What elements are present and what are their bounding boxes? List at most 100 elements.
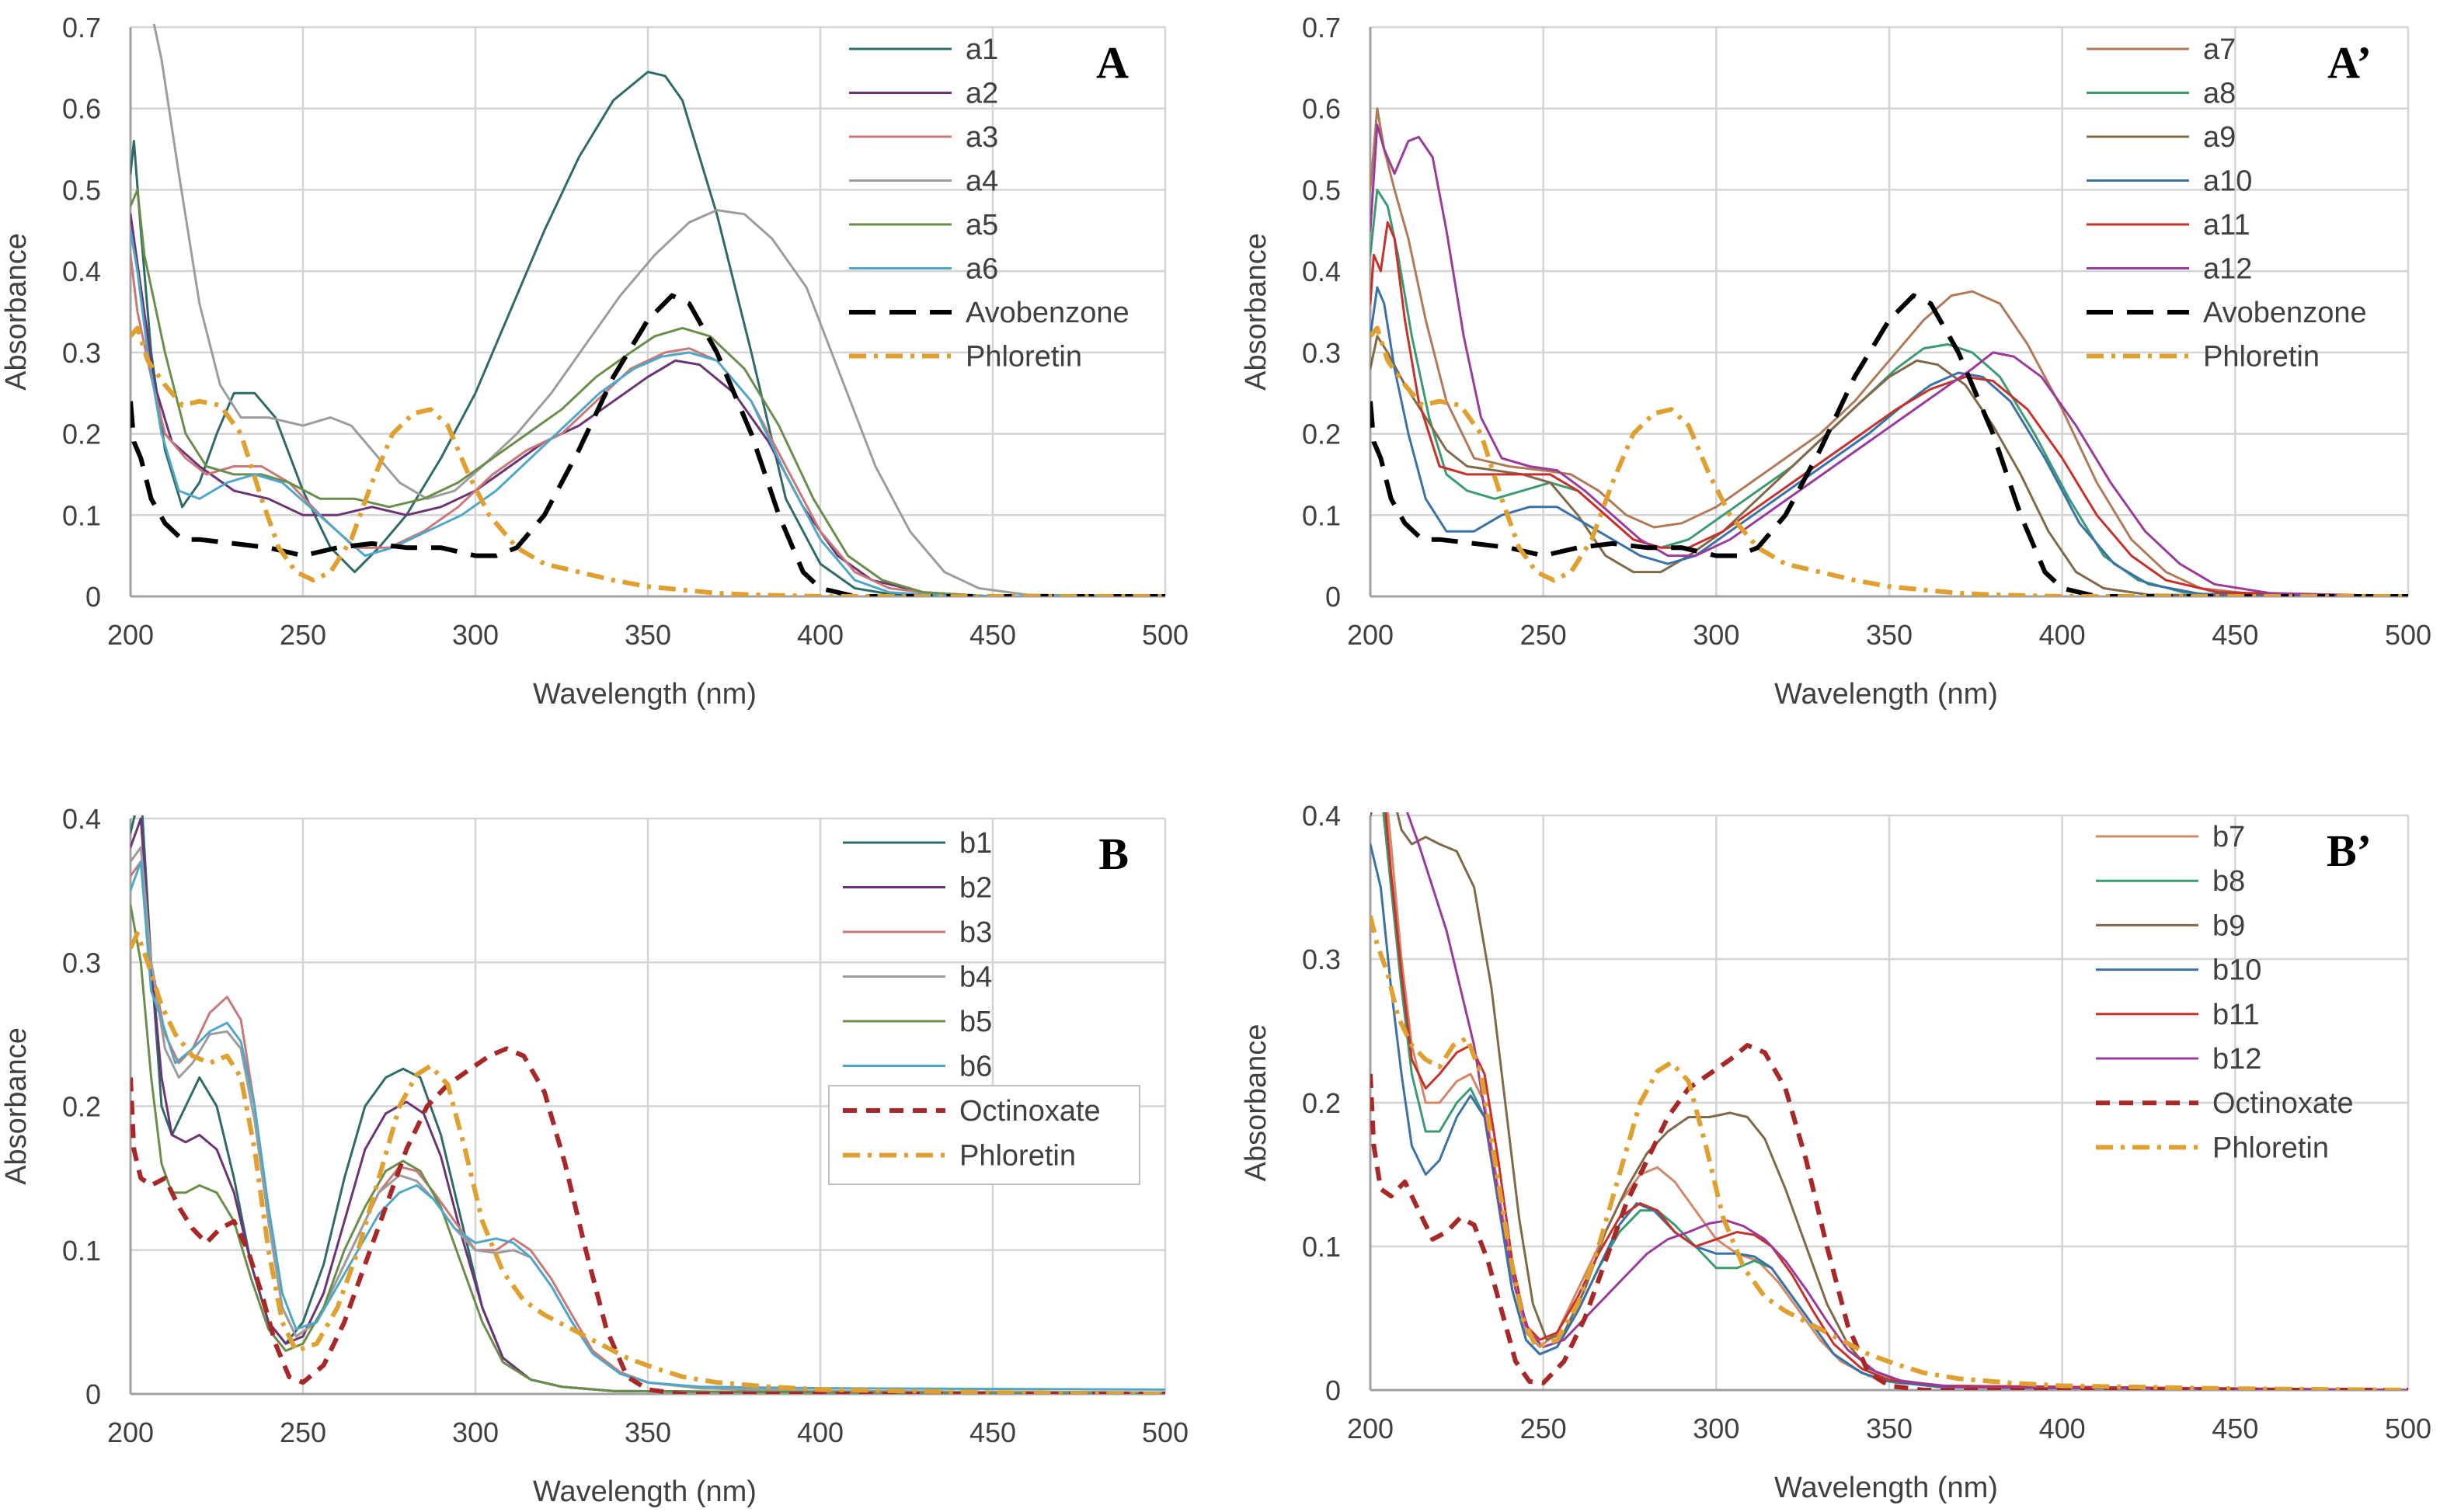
y-axis-title: Absorbance xyxy=(1240,1024,1272,1182)
series-line-a7 xyxy=(1370,107,2408,596)
series-line-a3 xyxy=(131,253,1165,596)
legend: a1 a2 a3 a4 a5 a6 Avobenzone Phloretin xyxy=(849,33,1130,374)
y-axis-title: Absorbance xyxy=(0,1027,33,1185)
legend-label-b4: b4 xyxy=(959,961,992,994)
x-tick-label: 250 xyxy=(1520,1413,1567,1444)
y-tick-label: 0.3 xyxy=(62,337,101,369)
legend-label-phloretin: Phloretin xyxy=(2212,1131,2329,1164)
x-tick-label: 500 xyxy=(1142,1416,1189,1448)
legend-label-avobenzone: Avobenzone xyxy=(2203,297,2367,329)
series-line-b10 xyxy=(1370,843,2408,1390)
series-line-phloretin xyxy=(1370,325,2408,596)
legend-label-b12: b12 xyxy=(2212,1043,2261,1076)
x-tick-label: 450 xyxy=(969,1416,1016,1448)
series-line-phloretin xyxy=(1370,915,2408,1390)
y-tick-label: 0.4 xyxy=(1302,800,1341,832)
x-tick-label: 500 xyxy=(2385,619,2431,651)
y-tick-label: 0.6 xyxy=(1302,93,1341,125)
legend-label-b6: b6 xyxy=(959,1051,992,1083)
legend: b1 b2 b3 b4 b5 b6 Octinoxate Phloretin xyxy=(828,827,1140,1185)
legend-label-a4: a4 xyxy=(966,165,998,198)
y-tick-label: 0.1 xyxy=(1302,1231,1341,1263)
y-tick-label: 0.2 xyxy=(1302,1087,1341,1119)
x-tick-label: 450 xyxy=(2212,619,2258,651)
x-tick-label: 500 xyxy=(1142,619,1189,651)
legend-box xyxy=(828,1085,1140,1185)
series-line-phloretin xyxy=(131,931,1165,1394)
y-tick-label: 0 xyxy=(1325,1375,1341,1406)
x-tick-label: 200 xyxy=(107,619,154,651)
x-tick-label: 500 xyxy=(2385,1413,2431,1444)
y-tick-label: 0.4 xyxy=(62,803,101,835)
y-tick-label: 0.2 xyxy=(62,1091,101,1123)
panel-label: B’ xyxy=(2327,826,2372,876)
y-tick-label: 0.6 xyxy=(62,93,101,125)
x-axis-title: Wavelength (nm) xyxy=(1774,678,1998,711)
y-tick-label: 0.5 xyxy=(62,174,101,206)
x-tick-label: 250 xyxy=(280,1416,326,1448)
y-tick-label: 0.3 xyxy=(1302,944,1341,975)
series-line-avobenzone xyxy=(1370,293,2408,596)
legend-label-a12: a12 xyxy=(2203,253,2252,286)
legend-label-b3: b3 xyxy=(959,916,992,949)
x-tick-label: 300 xyxy=(452,1416,499,1448)
y-tick-label: 0.1 xyxy=(1302,499,1341,531)
y-tick-label: 0.3 xyxy=(1302,337,1341,369)
x-tick-label: 300 xyxy=(1693,619,1739,651)
legend-label-octinoxate: Octinoxate xyxy=(2212,1087,2354,1120)
x-tick-label: 250 xyxy=(280,619,326,651)
y-axis-title: Absorbance xyxy=(1240,233,1272,391)
series-group xyxy=(131,24,1165,596)
legend-label-a11: a11 xyxy=(2203,209,2250,242)
x-tick-label: 350 xyxy=(1866,619,1913,651)
legend-label-b11: b11 xyxy=(2212,999,2260,1031)
x-axis-title: Wavelength (nm) xyxy=(1774,1472,1998,1504)
series-line-b7 xyxy=(1370,812,2408,1390)
series-line-a5 xyxy=(131,188,1165,596)
y-tick-label: 0.2 xyxy=(62,419,101,450)
x-tick-label: 200 xyxy=(1347,619,1394,651)
series-line-b2 xyxy=(131,817,1165,1394)
legend-label-phloretin: Phloretin xyxy=(2203,341,2320,374)
x-axis-title: Wavelength (nm) xyxy=(533,678,757,711)
legend-label-b7: b7 xyxy=(2212,821,2245,853)
series-line-avobenzone xyxy=(131,293,1165,596)
legend-label-a10: a10 xyxy=(2203,165,2252,198)
panel-label: A’ xyxy=(2327,37,2372,88)
x-tick-label: 200 xyxy=(1347,1413,1394,1444)
y-axis-title: Absorbance xyxy=(0,233,33,391)
series-line-b12 xyxy=(1370,812,2408,1390)
x-tick-label: 300 xyxy=(1693,1413,1739,1444)
y-tick-label: 0.4 xyxy=(62,255,101,287)
series-line-a4 xyxy=(152,24,1165,596)
legend: a7 a8 a9 a10 a11 a12 Avobenzone Phloretin xyxy=(2087,33,2367,374)
y-tick-label: 0 xyxy=(85,1378,101,1410)
legend: b7 b8 b9 b10 b11 b12 Octinoxate Phloretin xyxy=(2096,821,2354,1164)
series-line-a6 xyxy=(131,229,1165,596)
x-tick-label: 400 xyxy=(797,1416,844,1448)
series-line-b11 xyxy=(1370,812,2408,1390)
series-group xyxy=(1370,107,2408,596)
y-tick-label: 0.4 xyxy=(1302,255,1341,287)
series-group xyxy=(1370,812,2408,1390)
legend-label-a9: a9 xyxy=(2203,121,2236,154)
series-line-phloretin xyxy=(131,325,1165,596)
x-tick-label: 400 xyxy=(797,619,844,651)
chart-panel-b-prime: 200 250 300 350 400 450 500 0 0.1 0.2 0.3 0.4 Wavele… xyxy=(1240,800,2431,1504)
legend-label-a3: a3 xyxy=(966,121,998,154)
series-line-b6 xyxy=(131,860,1165,1391)
series-line-octinoxate xyxy=(131,1046,1165,1394)
legend-label-phloretin: Phloretin xyxy=(966,341,1082,374)
series-group xyxy=(131,815,1165,1394)
x-axis-title: Wavelength (nm) xyxy=(533,1476,757,1508)
y-tick-label: 0 xyxy=(85,581,101,613)
legend-label-a6: a6 xyxy=(966,253,998,286)
chart-panel-a: 200 250 300 350 400 450 500 0 0.1 0.2 0.3 0.4 0.5 0.6… xyxy=(0,12,1189,711)
y-tick-label: 0.1 xyxy=(62,1235,101,1267)
legend-label-avobenzone: Avobenzone xyxy=(966,297,1130,329)
x-tick-label: 400 xyxy=(2039,619,2086,651)
legend-label-b8: b8 xyxy=(2212,865,2245,898)
legend-label-phloretin: Phloretin xyxy=(959,1140,1076,1173)
panel-label: B xyxy=(1098,829,1129,879)
